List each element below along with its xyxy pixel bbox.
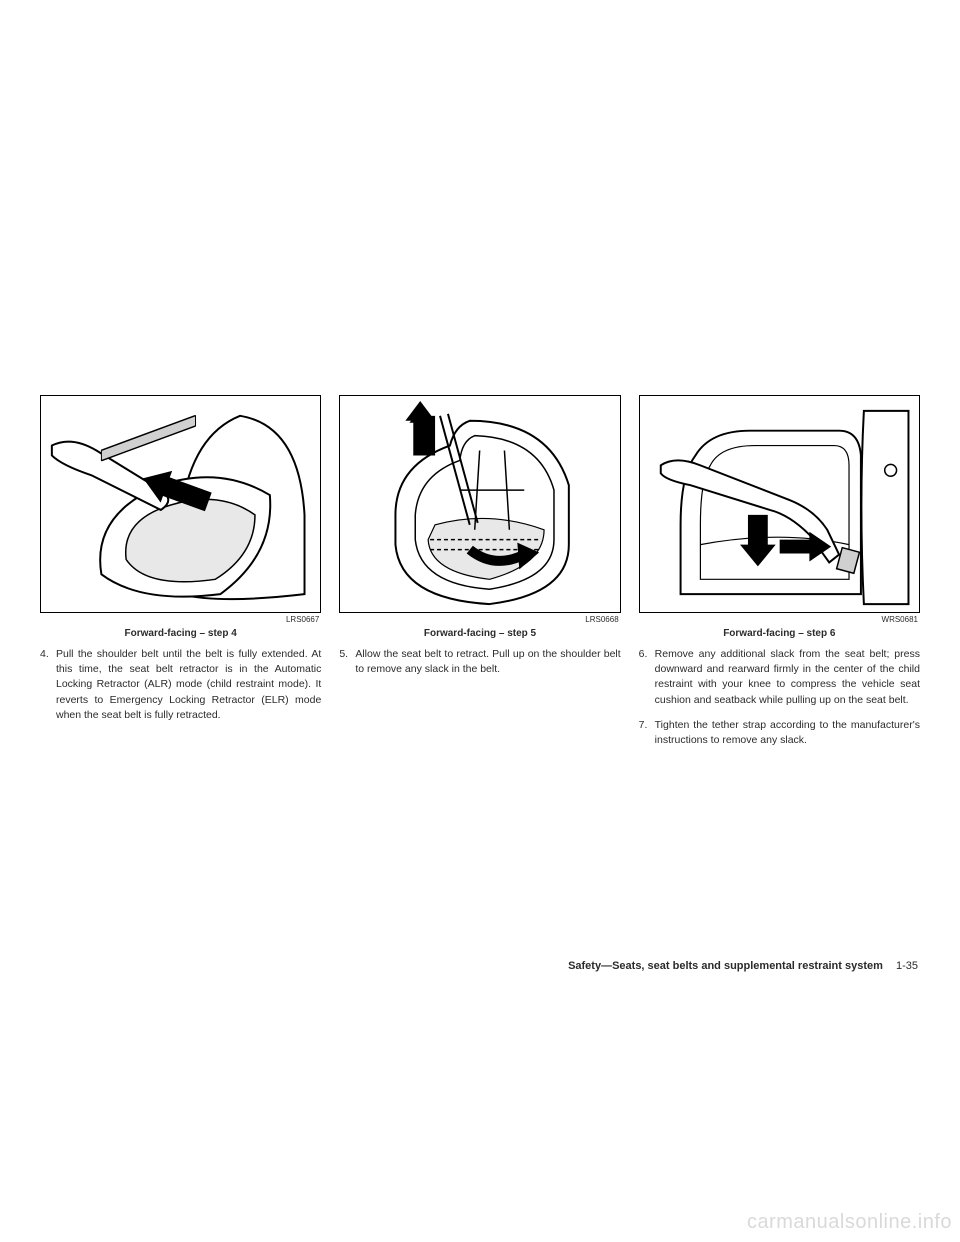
figure-code: WRS0681 <box>639 613 920 624</box>
page-footer: Safety—Seats, seat belts and supplementa… <box>568 960 918 972</box>
footer-page-number: 1-35 <box>896 960 918 972</box>
figure-code: LRS0667 <box>40 613 321 624</box>
step-item: 6. Remove any additional slack from the … <box>639 647 920 708</box>
watermark-text: carmanualsonline.info <box>747 1211 952 1234</box>
column-3: WRS0681 Forward-facing – step 6 6. Remov… <box>639 395 920 758</box>
step-list: 4. Pull the shoulder belt until the belt… <box>40 647 321 723</box>
step-text: Remove any additional slack from the sea… <box>655 647 920 708</box>
figure-step-4 <box>40 395 321 613</box>
figure-code: LRS0668 <box>339 613 620 624</box>
figure-step-5 <box>339 395 620 613</box>
step-text: Pull the shoulder belt until the belt is… <box>56 647 321 723</box>
figure-step-6 <box>639 395 920 613</box>
step-text: Tighten the tether strap according to th… <box>655 718 920 748</box>
column-layout: LRS0667 Forward-facing – step 4 4. Pull … <box>40 395 920 758</box>
step-item: 7. Tighten the tether strap according to… <box>639 718 920 748</box>
column-2: LRS0668 Forward-facing – step 5 5. Allow… <box>339 395 620 758</box>
step-item: 4. Pull the shoulder belt until the belt… <box>40 647 321 723</box>
step-number: 7. <box>639 718 655 748</box>
step-list: 5. Allow the seat belt to retract. Pull … <box>339 647 620 677</box>
footer-section-title: Safety—Seats, seat belts and supplementa… <box>568 960 883 972</box>
figure-caption: Forward-facing – step 6 <box>639 628 920 639</box>
step-number: 6. <box>639 647 655 708</box>
figure-caption: Forward-facing – step 4 <box>40 628 321 639</box>
step-number: 5. <box>339 647 355 677</box>
illustration-step-5 <box>340 396 619 612</box>
step-number: 4. <box>40 647 56 723</box>
step-list: 6. Remove any additional slack from the … <box>639 647 920 748</box>
manual-page: LRS0667 Forward-facing – step 4 4. Pull … <box>40 395 920 758</box>
column-1: LRS0667 Forward-facing – step 4 4. Pull … <box>40 395 321 758</box>
figure-caption: Forward-facing – step 5 <box>339 628 620 639</box>
step-item: 5. Allow the seat belt to retract. Pull … <box>339 647 620 677</box>
illustration-step-6 <box>640 396 919 612</box>
illustration-step-4 <box>41 396 320 612</box>
step-text: Allow the seat belt to retract. Pull up … <box>355 647 620 677</box>
